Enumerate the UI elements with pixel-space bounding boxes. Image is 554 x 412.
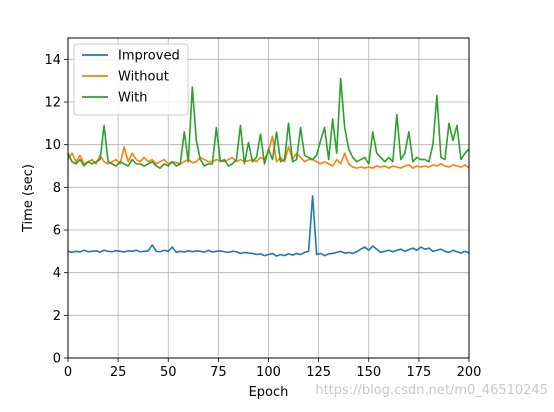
series-line-improved <box>67 195 470 257</box>
series-layer <box>67 77 470 257</box>
x-tick-label: 150 <box>356 365 381 380</box>
x-tick-label: 75 <box>210 365 227 380</box>
x-tick-label: 100 <box>256 365 281 380</box>
legend-label-without: Without <box>118 70 169 85</box>
y-tick-label: 10 <box>44 138 61 153</box>
series-line-with <box>67 77 470 169</box>
y-tick-label: 2 <box>53 309 61 324</box>
x-tick-label: 0 <box>64 365 72 380</box>
y-tick-label: 8 <box>53 181 61 196</box>
y-tick-label: 0 <box>53 352 61 367</box>
x-tick-label: 175 <box>406 365 431 380</box>
y-axis-label: Time (sec) <box>21 164 36 233</box>
y-tick-label: 14 <box>44 53 61 68</box>
x-axis-label: Epoch <box>249 385 289 400</box>
y-tick-label: 6 <box>53 224 61 239</box>
x-tick-label: 50 <box>160 365 177 380</box>
x-tick-label: 200 <box>457 365 482 380</box>
y-tick-label: 4 <box>53 266 61 281</box>
watermark-text: https://blog.csdn.net/m0_46510245 <box>315 383 548 398</box>
x-tick-label: 125 <box>306 365 331 380</box>
ticks: 0 25 50 75 100 125 150 175 200 0 2 4 6 8 10 12 14 <box>44 53 481 380</box>
legend: Improved Without With <box>73 43 189 116</box>
legend-label-improved: Improved <box>118 49 180 64</box>
x-tick-label: 25 <box>110 365 127 380</box>
legend-label-with: With <box>118 91 148 106</box>
y-tick-label: 12 <box>44 96 61 111</box>
